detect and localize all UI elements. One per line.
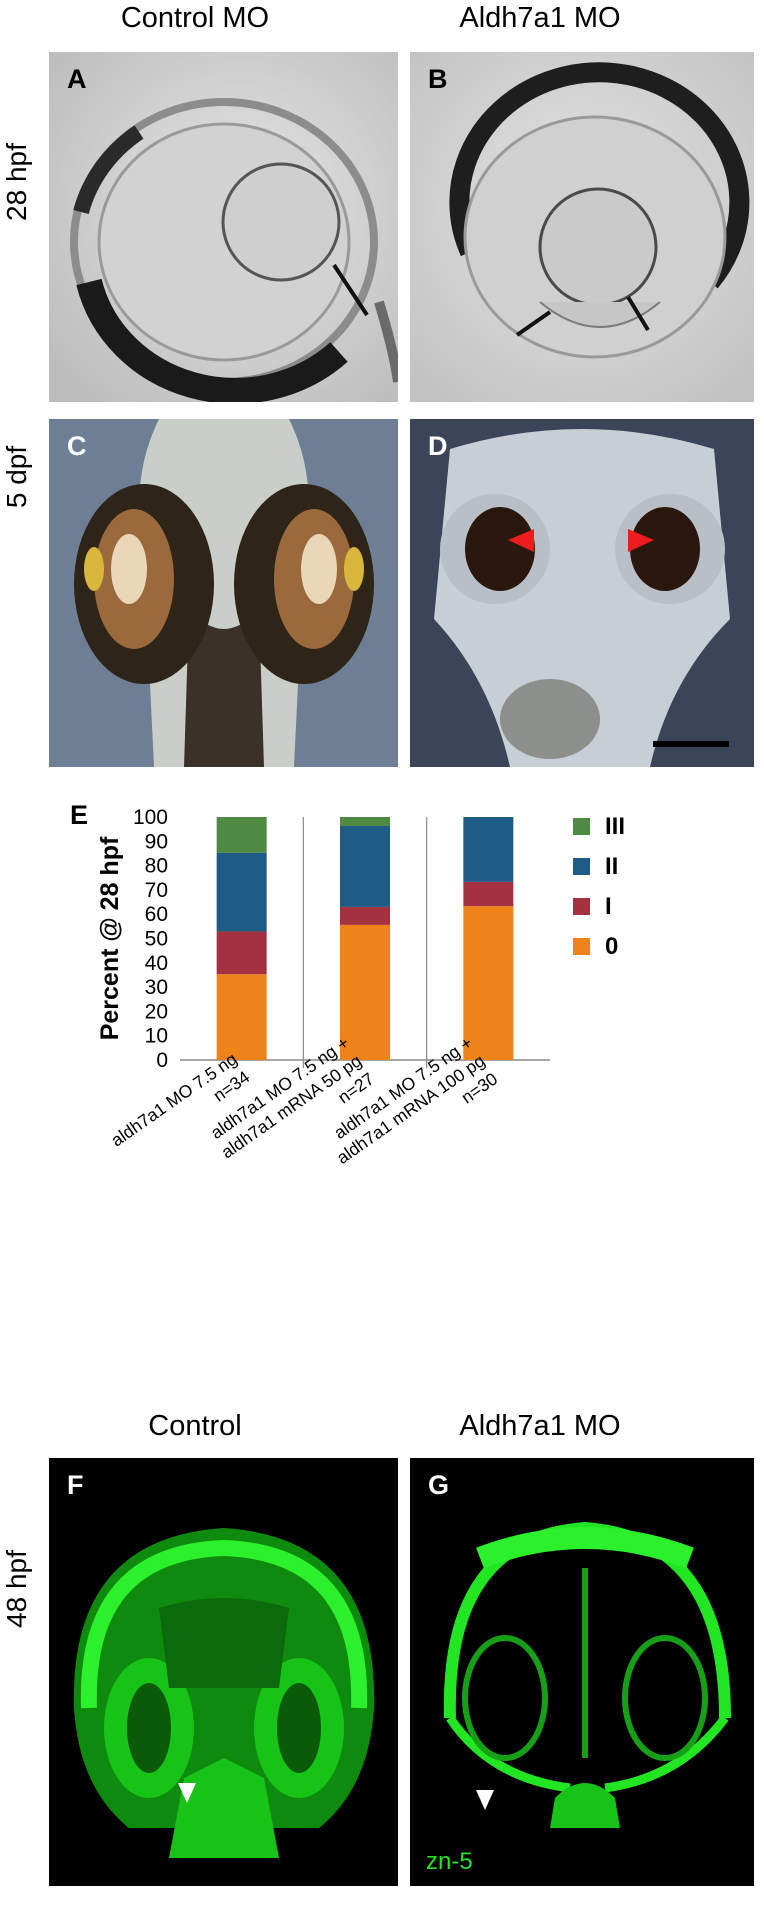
bar-segment-0-cat1 <box>216 974 267 1060</box>
panel-c-image: C <box>49 419 398 767</box>
y-tick-label: 0 <box>156 1049 168 1072</box>
bar-segment-ii-cat1 <box>216 852 267 932</box>
panel-a-image: A <box>49 52 398 402</box>
bar-segment-iii-cat2 <box>340 817 390 826</box>
panel-f-image: F <box>49 1458 398 1886</box>
bar-segment-i-cat1 <box>216 931 267 975</box>
bar-segment-0-cat2 <box>340 924 390 1060</box>
bar-segment-i-cat3 <box>463 881 514 907</box>
legend-swatch-ii <box>573 858 590 875</box>
panel-letter-a: A <box>67 64 87 94</box>
bar-segment-i-cat2 <box>340 906 390 925</box>
y-tick-label: 80 <box>145 855 168 878</box>
panel-d-image: D <box>410 419 754 767</box>
y-tick-label: 40 <box>145 952 168 975</box>
row-label-48hpf: 48 hpf <box>1 1550 32 1628</box>
red-arrowhead-right <box>628 529 654 552</box>
legend-label-i: I <box>605 893 612 920</box>
legend-label-iii: III <box>605 813 625 840</box>
bar-segment-ii-cat3 <box>463 817 514 882</box>
legend-swatch-iii <box>573 818 590 835</box>
panel-letter-g: G <box>428 1470 450 1500</box>
panel-letter-c: C <box>67 431 87 461</box>
panel-letter-f: F <box>67 1470 84 1500</box>
column-header-control: Control <box>148 1410 242 1442</box>
column-header-aldh7a1-mo-bottom: Aldh7a1 MO <box>459 1410 621 1442</box>
bar-segment-iii-cat1 <box>216 817 267 853</box>
red-arrowhead-left <box>508 529 534 552</box>
panel-b-image: B <box>410 52 754 402</box>
legend-swatch-i <box>573 898 590 915</box>
y-tick-label: 60 <box>145 903 168 926</box>
panel-letter-b: B <box>428 64 448 94</box>
white-arrowhead-g <box>476 1790 494 1810</box>
y-tick-label: 100 <box>133 806 168 829</box>
column-header-aldh7a1-mo: Aldh7a1 MO <box>459 2 621 34</box>
y-axis-label: Percent @ 28 hpf <box>96 836 124 1040</box>
panel-letter-e: E <box>70 800 89 830</box>
y-tick-label: 30 <box>145 976 168 999</box>
y-tick-label: 10 <box>145 1025 168 1048</box>
bar-segment-ii-cat2 <box>340 825 390 907</box>
legend-label-0: 0 <box>605 933 618 960</box>
stain-label-zn5: zn-5 <box>426 1848 473 1875</box>
column-header-control-mo: Control MO <box>120 2 270 34</box>
y-tick-label: 90 <box>145 830 168 853</box>
white-arrowhead-f <box>178 1783 196 1803</box>
stacked-bar-chart: 0 10 20 30 40 50 60 70 80 90 100 Percent @ 28 hpf al… <box>80 790 764 1360</box>
legend-swatch-0 <box>573 938 590 955</box>
legend-label-ii: II <box>605 853 618 880</box>
panel-letter-d: D <box>428 431 448 461</box>
row-label-28hpf: 28 hpf <box>1 143 32 221</box>
row-label-5dpf: 5 dpf <box>1 445 32 509</box>
y-tick-label: 70 <box>145 879 168 902</box>
scale-bar <box>653 741 729 747</box>
y-tick-label: 50 <box>145 928 168 951</box>
bar-segment-0-cat3 <box>463 906 514 1060</box>
panel-g-image: G zn-5 <box>410 1458 754 1886</box>
y-tick-label: 20 <box>145 1000 168 1023</box>
